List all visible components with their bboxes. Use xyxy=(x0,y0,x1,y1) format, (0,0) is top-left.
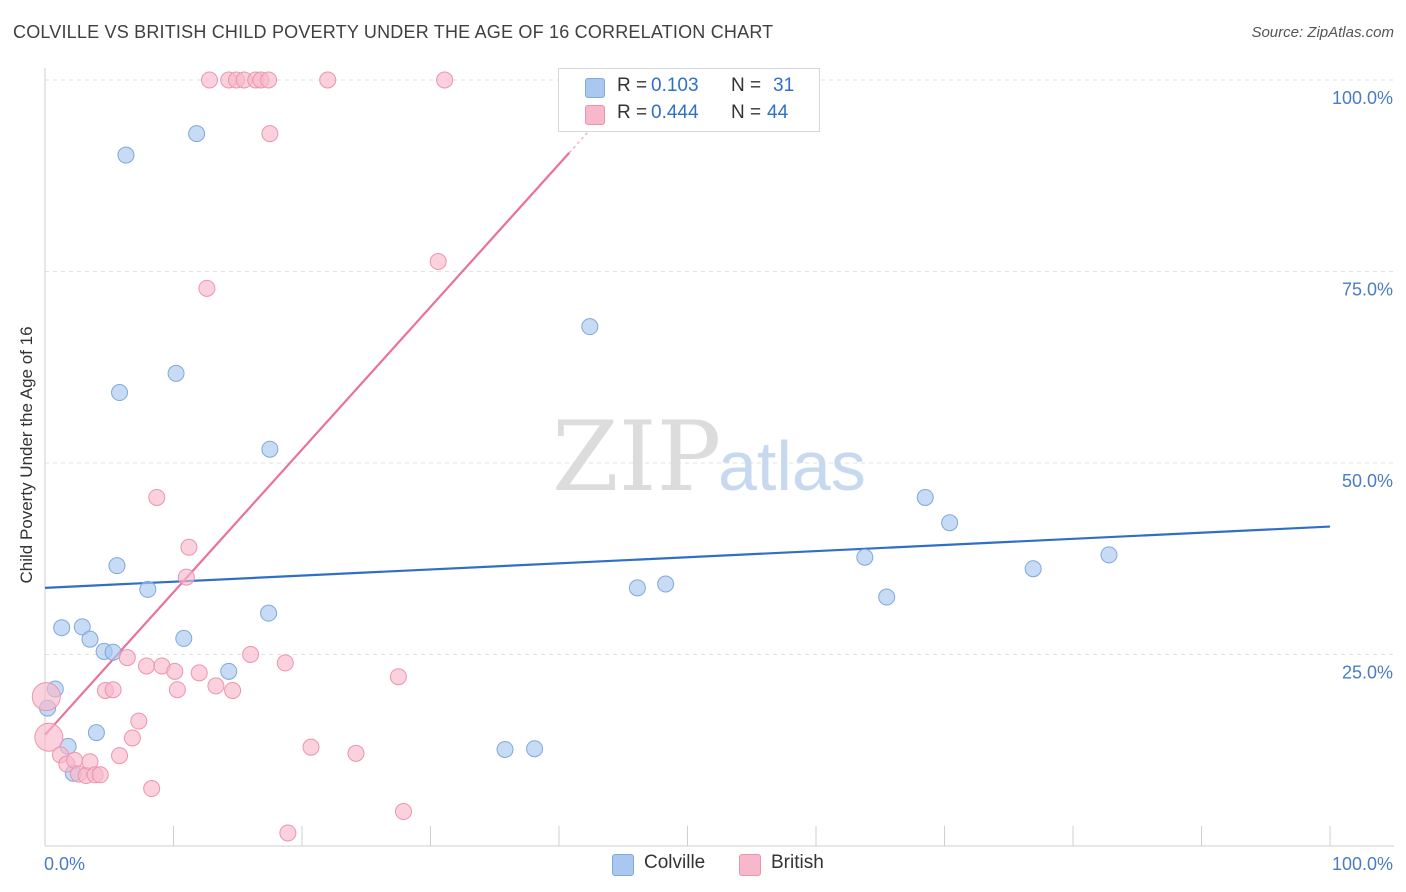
british-point xyxy=(130,712,148,730)
british-point xyxy=(190,664,208,682)
colville-point xyxy=(111,384,129,402)
british-swatch xyxy=(739,854,761,876)
british-point xyxy=(34,722,64,752)
correlation-legend: R = 0.103 N = 31 R = 0.444 N = 44 xyxy=(558,68,820,132)
watermark-atlas: atlas xyxy=(718,427,866,505)
colville-trendline xyxy=(44,525,1331,589)
x-tick-label: 100.0% xyxy=(1332,854,1393,874)
colville-point xyxy=(1100,546,1118,564)
colville-point xyxy=(188,125,206,143)
colville-point xyxy=(167,364,185,382)
colville-point xyxy=(581,318,599,336)
y-tick-label: 100.0% xyxy=(1332,88,1393,108)
british-point xyxy=(436,71,454,89)
colville-point xyxy=(104,643,122,661)
chart-title: COLVILLE VS BRITISH CHILD POVERTY UNDER … xyxy=(13,22,774,42)
colville-point xyxy=(220,662,238,680)
y-tick-label: 25.0% xyxy=(1342,663,1393,683)
colville-swatch xyxy=(612,854,634,876)
colville-point xyxy=(261,440,279,458)
british-point xyxy=(389,668,407,686)
colville-point xyxy=(657,575,675,593)
colville-point xyxy=(526,740,544,758)
british-point xyxy=(198,279,216,297)
data-points xyxy=(31,71,1118,842)
british-point xyxy=(242,646,260,663)
y-tick-label: 75.0% xyxy=(1342,280,1393,300)
colville-point xyxy=(496,740,514,758)
x-tick-label: 0.0% xyxy=(44,854,85,874)
british-point xyxy=(111,747,129,765)
british-point xyxy=(180,538,198,556)
x-tick-labels: 0.0% 100.0% xyxy=(44,854,1393,874)
legend-label-british: British xyxy=(771,852,824,873)
colville-n-value: 31 xyxy=(773,75,795,96)
british-point xyxy=(395,803,413,821)
british-point xyxy=(207,677,225,695)
colville-point xyxy=(117,146,135,164)
colville-point xyxy=(87,724,105,742)
colville-point xyxy=(108,557,126,575)
british-point xyxy=(177,568,195,586)
british-point xyxy=(166,662,184,680)
british-point xyxy=(138,657,156,675)
n-label: N = xyxy=(731,102,762,123)
colville-point xyxy=(73,618,91,636)
british-point xyxy=(123,729,141,747)
colville-point xyxy=(941,514,959,532)
r-label: R = xyxy=(617,102,648,123)
colville-point xyxy=(260,604,278,622)
british-point xyxy=(91,766,109,784)
british-swatch xyxy=(585,105,605,125)
colville-point xyxy=(139,580,157,598)
colville-r-value: 0.103 xyxy=(651,75,699,96)
british-point xyxy=(429,253,447,271)
r-label: R = xyxy=(617,75,648,96)
legend-item-british[interactable]: British xyxy=(739,852,839,876)
colville-swatch xyxy=(585,78,605,98)
british-point xyxy=(143,780,161,798)
british-point xyxy=(261,125,279,143)
gridlines xyxy=(45,79,1394,655)
british-point xyxy=(200,71,218,89)
watermark: ZIP atlas xyxy=(552,401,866,513)
y-tick-labels: 25.0% 50.0% 75.0% 100.0% xyxy=(1332,88,1393,683)
british-point xyxy=(104,681,122,699)
british-point xyxy=(118,649,136,667)
watermark-zip: ZIP xyxy=(552,401,721,513)
british-point xyxy=(302,738,320,756)
british-point xyxy=(319,71,337,89)
colville-point xyxy=(1024,560,1042,578)
british-point xyxy=(347,744,365,762)
y-tick-label: 50.0% xyxy=(1342,471,1393,491)
british-point xyxy=(168,681,186,699)
colville-point xyxy=(628,579,646,597)
british-point xyxy=(276,654,294,672)
colville-point xyxy=(878,588,896,606)
british-point xyxy=(224,682,242,700)
axes xyxy=(44,68,1394,847)
british-point xyxy=(260,71,278,89)
british-point xyxy=(279,824,297,842)
n-label: N = xyxy=(731,75,762,96)
colville-point xyxy=(81,630,99,648)
legend-item-colville[interactable]: Colville xyxy=(612,852,712,876)
legend-label-colville: Colville xyxy=(644,852,706,873)
colville-point xyxy=(53,619,71,637)
colville-point xyxy=(856,548,874,566)
british-point xyxy=(148,488,166,506)
british-point xyxy=(31,682,61,712)
colville-point xyxy=(175,629,193,647)
british-n-value: 44 xyxy=(767,102,789,123)
british-r-value: 0.444 xyxy=(651,102,699,123)
source-credit: Source: ZipAtlas.com xyxy=(1251,24,1394,41)
colville-point xyxy=(916,488,934,506)
british-trendline xyxy=(44,152,571,736)
